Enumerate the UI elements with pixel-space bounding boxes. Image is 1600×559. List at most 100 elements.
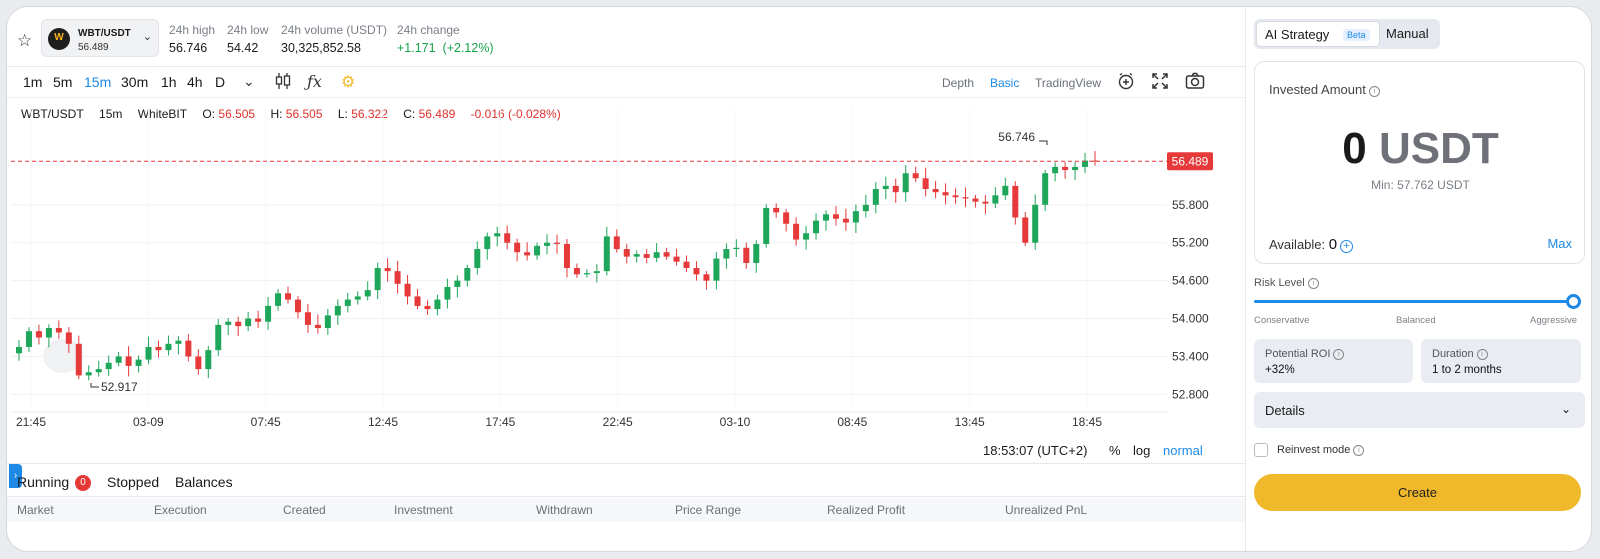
info-icon[interactable]: i: [1368, 86, 1380, 97]
candles-icon[interactable]: [275, 72, 291, 95]
candle: [1032, 204, 1039, 243]
add-alert-icon[interactable]: [1117, 72, 1135, 95]
fullscreen-icon[interactable]: [1151, 72, 1169, 95]
amount-unit: USDT: [1378, 124, 1499, 173]
candle: [95, 369, 102, 373]
star-icon[interactable]: ☆: [17, 31, 33, 50]
tab-balances[interactable]: Balances: [175, 474, 233, 490]
amount-input[interactable]: 0 USDT: [1255, 124, 1586, 174]
candle: [793, 223, 800, 240]
candle: [653, 252, 660, 258]
x-tick-label: 13:45: [955, 415, 985, 429]
candle: [235, 321, 242, 327]
risk-tick-aggressive: Aggressive: [1530, 315, 1577, 326]
info-icon[interactable]: i: [1333, 349, 1345, 360]
candle: [155, 346, 162, 351]
candle: [823, 214, 829, 221]
candle: [773, 207, 780, 213]
app-window: ☆ WBT/USDT 56.489 ⌄ 24h high 56.746 24h …: [6, 6, 1592, 552]
candle: [1092, 160, 1098, 162]
candle: [404, 283, 411, 297]
potential-roi-text: Potential ROI: [1265, 348, 1331, 360]
duration-box: Duration i 1 to 2 months: [1421, 339, 1581, 383]
tab-ai-strategy[interactable]: AI Strategy Beta: [1256, 21, 1380, 47]
candle: [693, 268, 700, 275]
candle: [324, 315, 331, 329]
percent-toggle[interactable]: %: [1109, 443, 1121, 458]
candle: [424, 305, 431, 310]
legend-high: 56.505: [285, 107, 323, 121]
candle: [982, 201, 989, 204]
chevron-right-icon[interactable]: ›: [9, 464, 22, 488]
legend-open-label: O:: [202, 107, 216, 121]
candle: [514, 242, 521, 253]
view-depth[interactable]: Depth: [942, 76, 975, 90]
chevron-down-icon[interactable]: ⌄: [243, 73, 255, 89]
plus-circle-icon[interactable]: +: [1340, 240, 1354, 253]
wbt-coin-icon: [48, 28, 70, 50]
timeframe-15m[interactable]: 15m: [84, 74, 112, 90]
last-price-label: 56.489: [1172, 154, 1209, 168]
clock-readout: 18:53:07 (UTC+2): [983, 443, 1088, 458]
indicators-icon[interactable]: ƒx: [307, 72, 322, 91]
timeframe-1m[interactable]: 1m: [23, 74, 43, 90]
table-header: Market Execution Created Investment With…: [7, 498, 1245, 522]
risk-level-label: Risk Level i: [1254, 277, 1319, 289]
potential-roi-label: Potential ROI i: [1265, 348, 1345, 360]
gear-icon[interactable]: ⚙: [341, 74, 356, 91]
info-icon[interactable]: i: [1307, 278, 1319, 289]
price-chart[interactable]: WBT/USDT 15m WhiteBIT O: 56.505 H: 56.50…: [7, 99, 1245, 488]
view-basic[interactable]: Basic: [990, 76, 1020, 90]
pair-price: 56.489: [78, 42, 109, 53]
timeframe-1h[interactable]: 1h: [161, 74, 177, 90]
last-price-tag: [1167, 152, 1213, 171]
available-value: 0: [1328, 236, 1338, 253]
candle: [364, 290, 371, 297]
timeframe-d[interactable]: D: [215, 74, 226, 90]
candle: [862, 204, 869, 212]
risk-slider-handle[interactable]: [1566, 294, 1581, 309]
candle: [524, 252, 531, 256]
candle: [454, 280, 461, 287]
info-icon[interactable]: i: [1476, 349, 1488, 360]
high-marker-label: 56.746: [998, 130, 1035, 144]
create-button[interactable]: Create: [1254, 474, 1581, 511]
normal-toggle[interactable]: normal: [1163, 443, 1203, 458]
candle: [1042, 173, 1049, 205]
candle: [683, 261, 690, 268]
candle: [334, 305, 341, 316]
legend-high-label: H:: [270, 107, 283, 121]
potential-roi-box: Potential ROI i +32%: [1254, 339, 1413, 383]
candle: [952, 195, 959, 198]
stat-value: 54.42: [227, 41, 259, 55]
th-unrealized-pnl: Unrealized PnL: [1005, 503, 1088, 517]
chart-toolbar: 1m 5m 15m 30m 1h 4h D ⌄ ƒx ⚙ Depth Basic…: [7, 68, 1245, 98]
timeframe-4h[interactable]: 4h: [187, 74, 203, 90]
candle: [872, 189, 879, 205]
chevron-down-icon: ⌄: [142, 31, 152, 43]
candle: [135, 359, 142, 366]
candle: [285, 293, 291, 300]
candle: [942, 192, 949, 196]
candle: [165, 343, 172, 351]
risk-slider-track[interactable]: [1254, 300, 1574, 303]
info-icon[interactable]: i: [1353, 445, 1365, 456]
details-accordion[interactable]: Details ⌄: [1254, 392, 1585, 428]
y-tick-label: 54.000: [1172, 312, 1209, 326]
log-toggle[interactable]: log: [1133, 443, 1151, 458]
pair-selector[interactable]: WBT/USDT 56.489 ⌄: [41, 19, 159, 57]
max-button[interactable]: Max: [1547, 236, 1572, 251]
reinvest-checkbox[interactable]: [1254, 443, 1268, 457]
stat-label: 24h low: [227, 23, 269, 37]
tab-running[interactable]: Running: [8, 474, 78, 500]
tab-manual[interactable]: Manual: [1386, 26, 1429, 41]
timeframe-5m[interactable]: 5m: [53, 74, 73, 90]
view-tradingview[interactable]: TradingView: [1035, 76, 1102, 90]
tab-stopped[interactable]: Stopped: [107, 474, 160, 490]
candle: [105, 362, 112, 370]
reinvest-text: Reinvest mode: [1277, 444, 1351, 456]
candle: [902, 173, 909, 193]
timeframe-30m[interactable]: 30m: [121, 74, 149, 90]
camera-icon[interactable]: [1185, 72, 1205, 95]
candle: [304, 312, 311, 325]
